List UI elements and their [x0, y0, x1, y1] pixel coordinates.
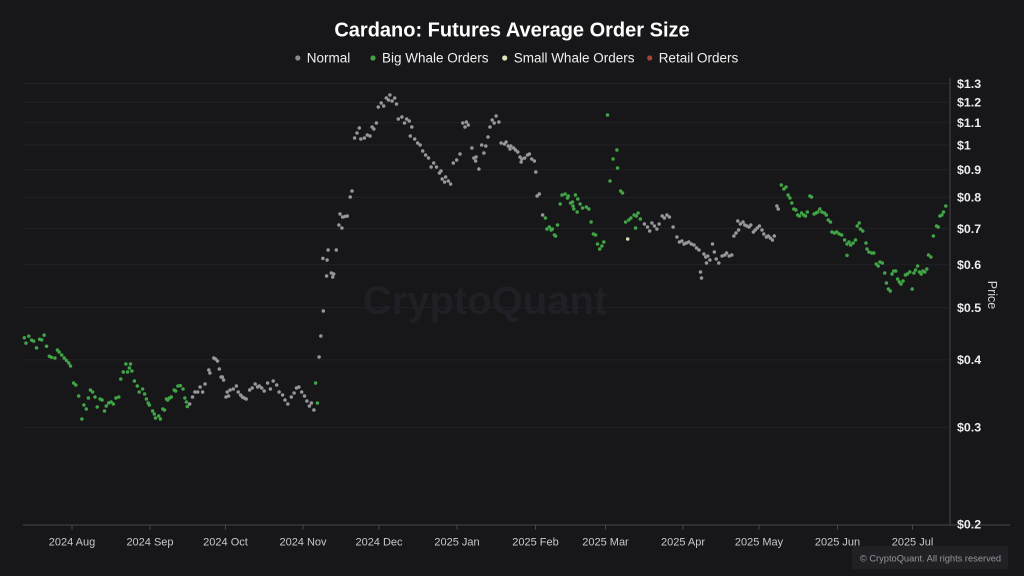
svg-text:$0.8: $0.8 — [957, 191, 981, 205]
svg-text:$0.6: $0.6 — [957, 258, 981, 272]
svg-text:$0.7: $0.7 — [957, 222, 981, 236]
svg-text:2024 Aug: 2024 Aug — [49, 537, 96, 549]
svg-text:$0.9: $0.9 — [957, 163, 981, 177]
svg-text:$0.3: $0.3 — [957, 421, 981, 435]
svg-text:Cardano: Futures Average Order: Cardano: Futures Average Order Size — [334, 20, 689, 42]
svg-text:$1: $1 — [957, 138, 971, 152]
svg-text:$1.1: $1.1 — [957, 116, 981, 130]
svg-text:$0.4: $0.4 — [957, 353, 981, 367]
svg-text:© CryptoQuant. All rights rese: © CryptoQuant. All rights reserved — [860, 554, 1001, 564]
svg-text:2024 Nov: 2024 Nov — [279, 537, 327, 549]
svg-text:2025 Mar: 2025 Mar — [582, 537, 629, 549]
svg-text:Price: Price — [985, 281, 999, 310]
svg-text:$1.3: $1.3 — [957, 77, 981, 91]
svg-text:$0.2: $0.2 — [957, 517, 981, 531]
svg-text:2024 Oct: 2024 Oct — [203, 537, 248, 549]
svg-text:2025 Jul: 2025 Jul — [892, 537, 934, 549]
svg-text:$1.2: $1.2 — [957, 96, 981, 110]
svg-text:$0.5: $0.5 — [957, 301, 981, 315]
svg-text:CryptoQuant: CryptoQuant — [363, 279, 607, 323]
svg-text:2025 May: 2025 May — [735, 537, 784, 549]
svg-text:Small Whale Orders: Small Whale Orders — [514, 51, 635, 66]
svg-text:2025 Apr: 2025 Apr — [661, 537, 705, 549]
svg-text:2025 Jun: 2025 Jun — [815, 537, 860, 549]
svg-text:Big Whale Orders: Big Whale Orders — [382, 51, 489, 66]
svg-text:Normal: Normal — [307, 51, 351, 66]
svg-text:2024 Sep: 2024 Sep — [126, 537, 173, 549]
svg-text:2025 Feb: 2025 Feb — [512, 537, 558, 549]
svg-text:2024 Dec: 2024 Dec — [355, 537, 403, 549]
svg-text:Retail Orders: Retail Orders — [659, 51, 739, 66]
svg-text:2025 Jan: 2025 Jan — [434, 537, 479, 549]
